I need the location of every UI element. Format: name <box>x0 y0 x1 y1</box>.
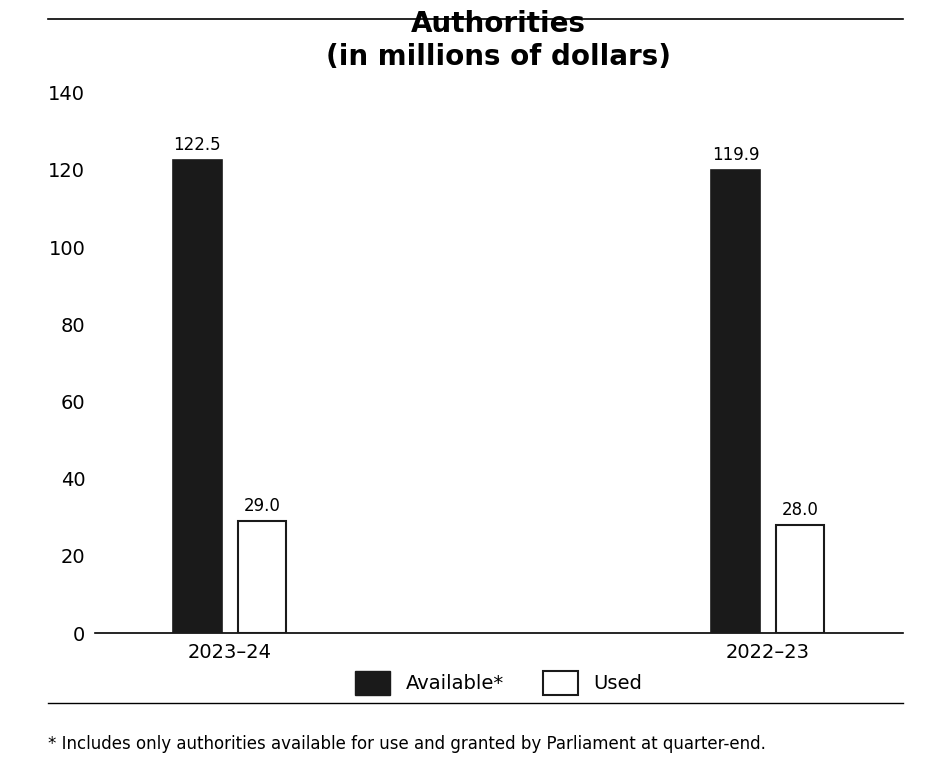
Text: 119.9: 119.9 <box>712 147 759 164</box>
Bar <box>776 525 825 633</box>
Bar <box>712 170 760 633</box>
Text: 29.0: 29.0 <box>243 497 280 516</box>
Legend: Available*, Used: Available*, Used <box>346 661 652 704</box>
Bar <box>238 521 286 633</box>
Text: 28.0: 28.0 <box>782 501 819 519</box>
Text: * Includes only authorities available for use and granted by Parliament at quart: * Includes only authorities available fo… <box>48 735 766 753</box>
Bar <box>173 161 221 633</box>
Text: 122.5: 122.5 <box>174 137 221 154</box>
Title: Authorities
(in millions of dollars): Authorities (in millions of dollars) <box>326 11 672 71</box>
